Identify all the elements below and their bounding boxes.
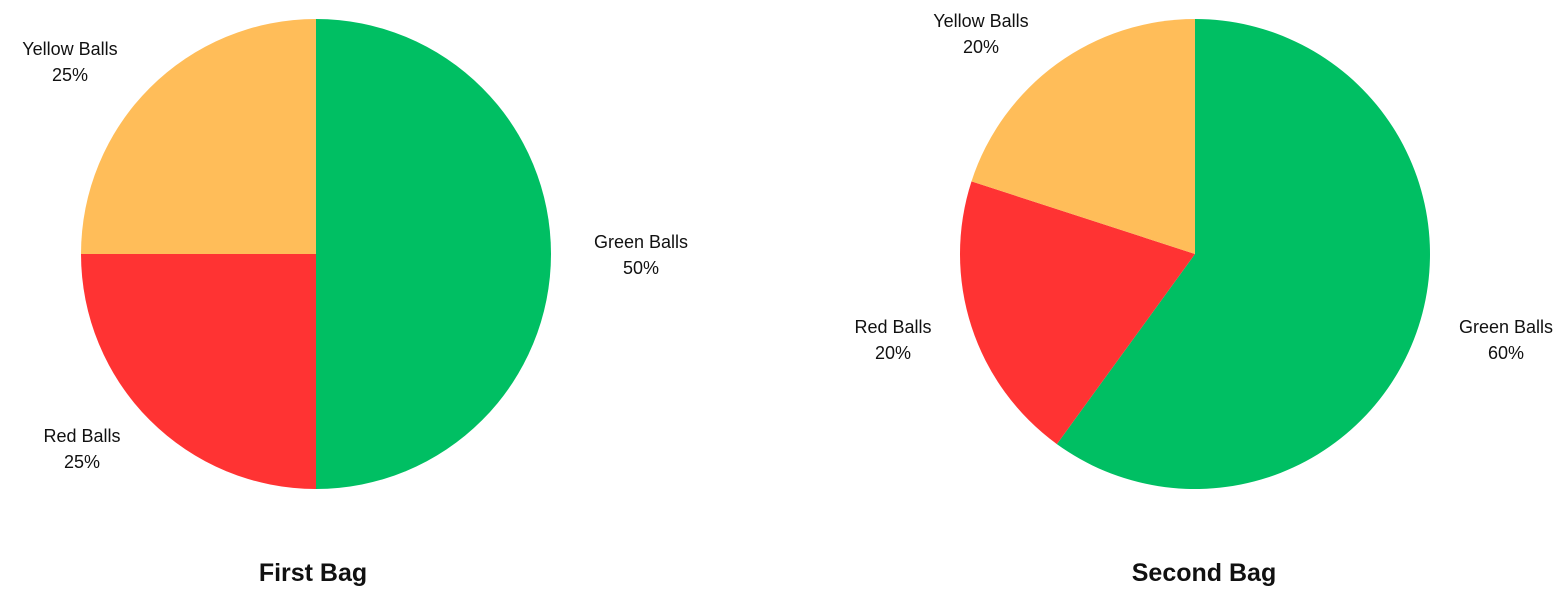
second-bag-slice-red-balls bbox=[959, 181, 1195, 445]
second-bag-label-green-balls: Green Balls bbox=[1459, 317, 1553, 337]
second-bag-slice-green-balls bbox=[1056, 19, 1430, 489]
first-bag-label-red-balls: Red Balls bbox=[43, 426, 120, 446]
second-bag-percent-red-balls: 20% bbox=[875, 343, 911, 363]
second-bag-slice-yellow-balls bbox=[971, 19, 1195, 254]
second-bag-label-red-balls: Red Balls bbox=[854, 317, 931, 337]
first-bag-slice-red-balls bbox=[81, 254, 316, 489]
second-bag-title: Second Bag bbox=[1132, 559, 1276, 587]
first-bag-slice-labels: Green Balls 50% Red Balls 25% Yellow Balls 25… bbox=[22, 39, 688, 472]
first-bag-pie bbox=[81, 19, 551, 489]
first-bag-slice-yellow-balls bbox=[81, 19, 316, 254]
first-bag-label-yellow-balls: Yellow Balls bbox=[22, 39, 117, 59]
second-bag-percent-yellow-balls: 20% bbox=[963, 37, 999, 57]
second-bag-pie bbox=[959, 19, 1430, 489]
first-bag-label-green-balls: Green Balls bbox=[594, 232, 688, 252]
first-bag-slice-green-balls bbox=[316, 19, 551, 489]
second-bag-percent-green-balls: 60% bbox=[1488, 343, 1524, 363]
first-bag-percent-red-balls: 25% bbox=[64, 452, 100, 472]
second-bag-label-yellow-balls: Yellow Balls bbox=[933, 11, 1028, 31]
second-bag-slice-labels: Green Balls 60% Red Balls 20% Yellow Balls 20… bbox=[854, 11, 1553, 363]
first-bag-title: First Bag bbox=[259, 559, 367, 587]
first-bag-percent-yellow-balls: 25% bbox=[52, 65, 88, 85]
first-bag-percent-green-balls: 50% bbox=[623, 258, 659, 278]
